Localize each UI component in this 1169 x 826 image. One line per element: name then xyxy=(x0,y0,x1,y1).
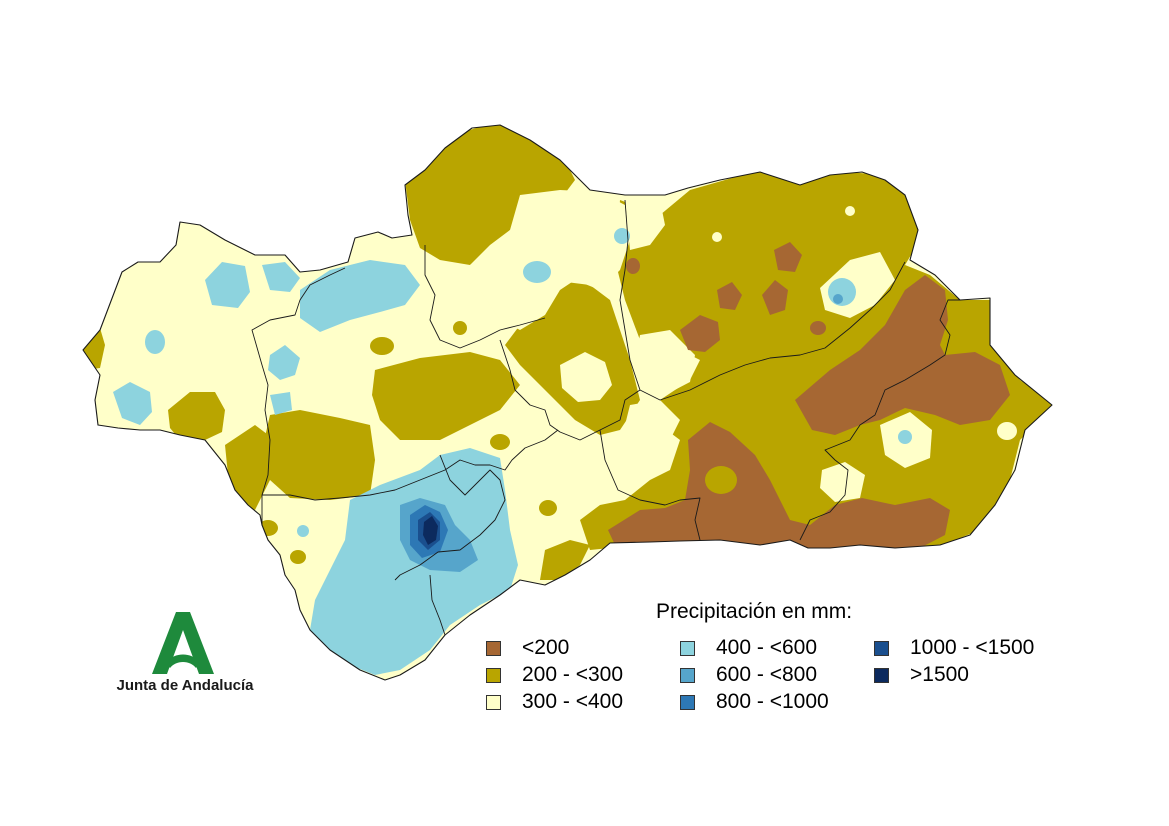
legend-item-1000-1500: 1000 - <1500 xyxy=(874,636,1034,660)
legend-item-lt200: <200 xyxy=(486,636,569,660)
legend-swatch xyxy=(874,640,889,656)
legend-label: 1000 - <1500 xyxy=(910,636,1035,659)
legend-item-200-300: 200 - <300 xyxy=(486,663,623,687)
legend-swatch xyxy=(486,694,501,710)
legend-item-gt1500: >1500 xyxy=(874,663,969,687)
legend-label: <200 xyxy=(522,636,570,659)
legend-label: 600 - <800 xyxy=(716,663,818,686)
legend-swatch xyxy=(874,667,889,683)
legend-title: Precipitación en mm: xyxy=(656,600,853,623)
legend-item-300-400: 300 - <400 xyxy=(486,690,623,714)
andalucia-a-logo-icon xyxy=(152,612,214,674)
legend-swatch xyxy=(486,667,501,683)
legend-item-400-600: 400 - <600 xyxy=(680,636,817,660)
legend-label: 300 - <400 xyxy=(522,690,624,713)
precipitation-legend: Precipitación en mm: <200 200 - <300 300… xyxy=(486,600,1086,720)
legend-item-600-800: 600 - <800 xyxy=(680,663,817,687)
legend-label: 400 - <600 xyxy=(716,636,818,659)
legend-swatch xyxy=(680,640,695,656)
logo-text: Junta de Andalucía xyxy=(116,677,254,694)
legend-swatch xyxy=(680,694,695,710)
legend-label: 200 - <300 xyxy=(522,663,624,686)
legend-label: >1500 xyxy=(910,663,969,686)
junta-de-andalucia-logo: Junta de Andalucía xyxy=(110,612,260,702)
legend-item-800-1000: 800 - <1000 xyxy=(680,690,829,714)
legend-label: 800 - <1000 xyxy=(716,690,829,713)
legend-swatch xyxy=(486,640,501,656)
legend-swatch xyxy=(680,667,695,683)
